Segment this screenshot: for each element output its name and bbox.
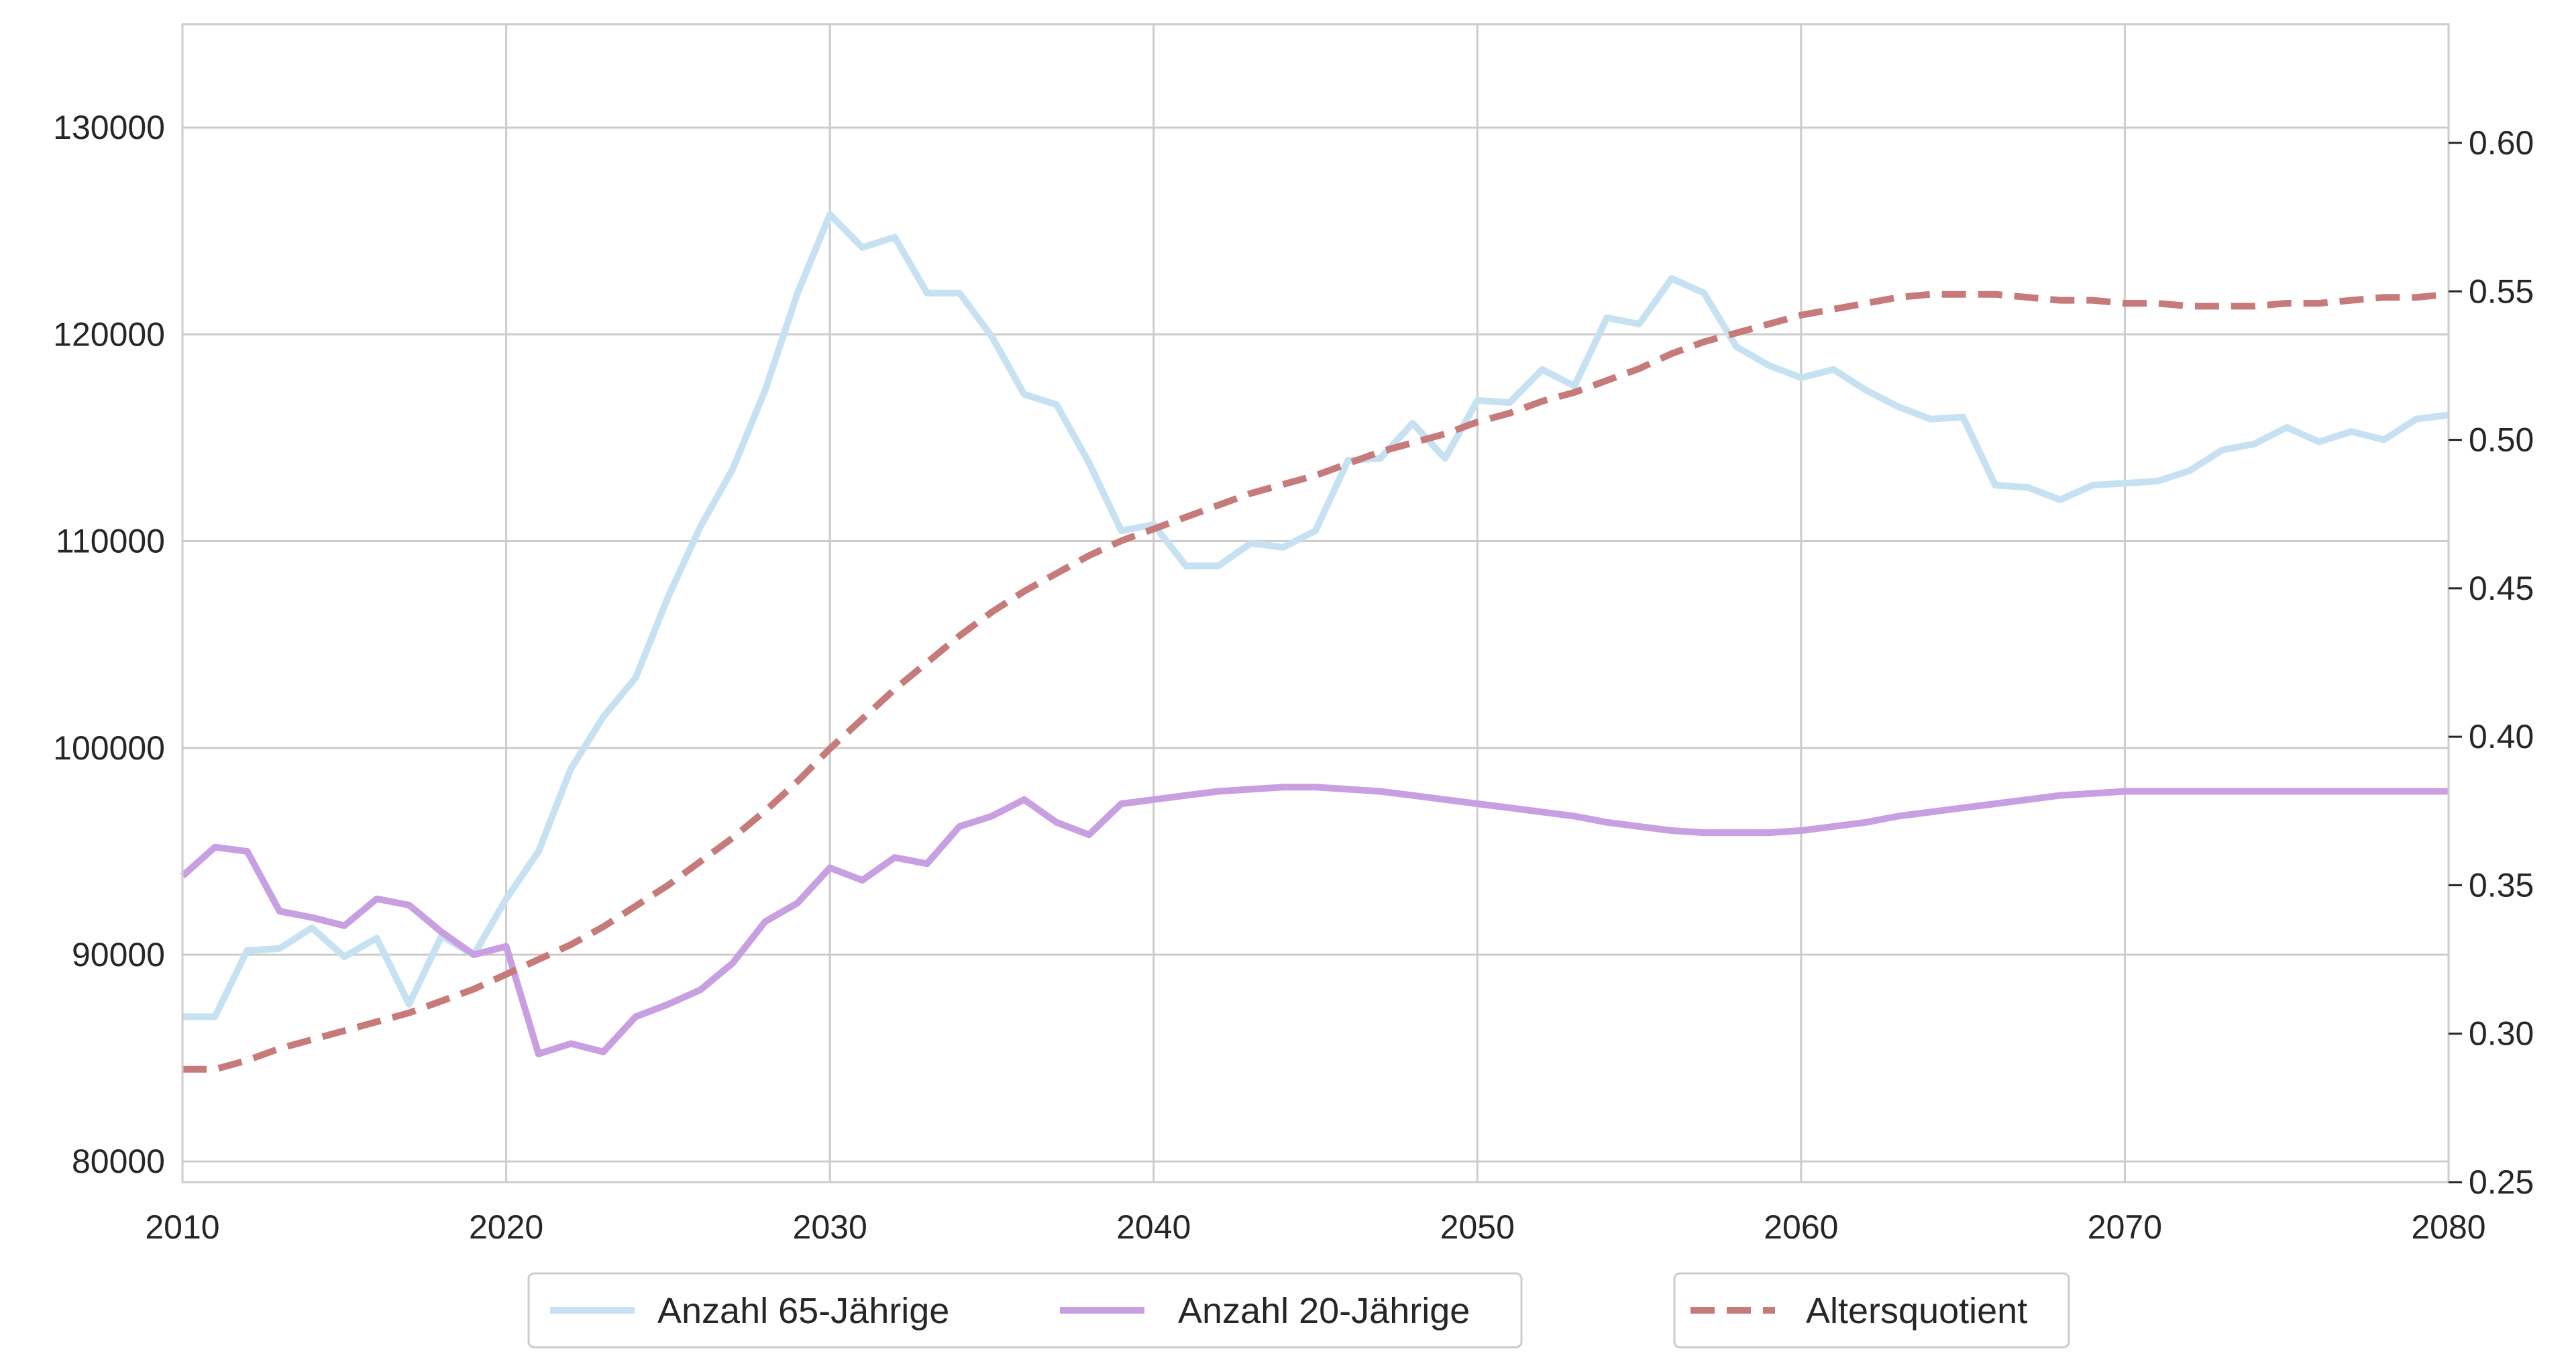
y-left-tick-label: 130000 [53,109,165,146]
legend-label-20: Anzahl 20-Jährige [1178,1291,1470,1331]
x-axis-ticks: 2010 2020 2030 2040 2050 2060 2070 2080 [145,1208,2485,1246]
x-tick-label: 2060 [1764,1208,1838,1246]
x-tick-label: 2050 [1440,1208,1515,1246]
y-left-tick-label: 90000 [72,936,165,973]
y-right-tick-label: 0.55 [2469,272,2534,310]
y-left-tick-label: 100000 [53,729,165,767]
legend-box-counts: Anzahl 65-Jährige Anzahl 20-Jährige [527,1272,1523,1349]
legend-frame-ratio [1673,1272,2070,1349]
y-right-tick-label: 0.45 [2469,570,2534,607]
plot-frame [181,23,2450,1183]
legend-box-ratio: Altersquotient [1673,1272,2070,1349]
series-line-1 [180,784,2449,1057]
y-right-tick-label: 0.30 [2469,1015,2534,1053]
right-y-axis-ticks: 0.25 0.30 0.35 0.40 0.45 0.50 0.55 0.60 [2449,124,2534,1201]
legend-label-ratio: Altersquotient [1806,1291,2027,1331]
series-line-0 [182,211,2449,1020]
y-right-tick-label: 0.60 [2469,124,2534,162]
y-left-tick-label: 120000 [53,315,165,353]
legend-frame-counts [527,1272,1523,1349]
x-tick-label: 2080 [2411,1208,2485,1246]
series-layer [180,211,2449,1073]
horizontal-gridlines [182,126,2449,1163]
x-tick-label: 2020 [469,1208,543,1246]
x-tick-label: 2010 [145,1208,219,1246]
series-line-2 [182,291,2449,1073]
y-right-tick-label: 0.35 [2469,866,2534,904]
x-tick-label: 2070 [2088,1208,2162,1246]
y-right-tick-label: 0.40 [2469,718,2534,755]
y-right-tick-label: 0.25 [2469,1163,2534,1201]
x-tick-label: 2040 [1116,1208,1191,1246]
legend-label-65: Anzahl 65-Jährige [657,1291,949,1331]
y-left-tick-label: 110000 [56,523,165,560]
left-y-axis-ticks: 80000 90000 100000 110000 120000 130000 [53,109,165,1180]
y-left-tick-label: 80000 [72,1143,165,1180]
x-tick-label: 2030 [793,1208,867,1246]
y-right-tick-label: 0.50 [2469,421,2534,459]
